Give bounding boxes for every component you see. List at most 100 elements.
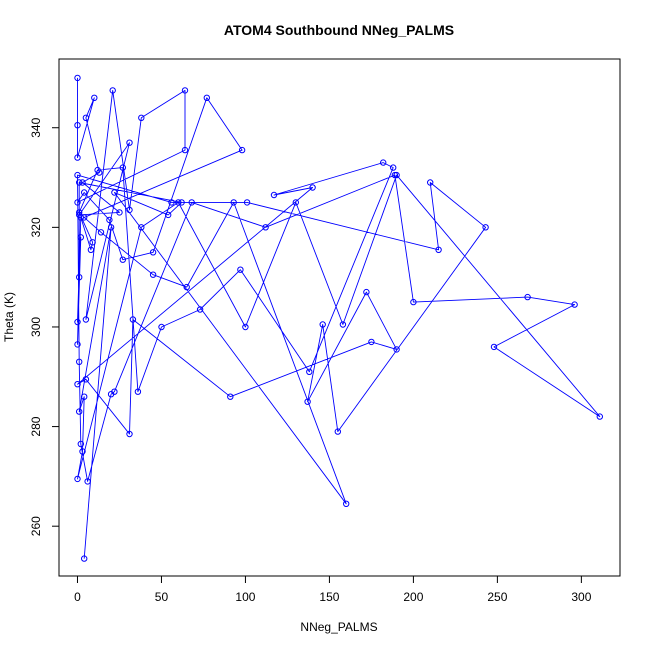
data-point (116, 209, 123, 216)
data-point (126, 139, 133, 146)
x-tick-label: 150 (319, 590, 339, 604)
data-point (319, 321, 326, 328)
data-point (138, 224, 145, 231)
data-point (74, 341, 81, 348)
x-axis: 0 50 100 150 200 250 300 (74, 575, 592, 604)
y-tick-label: 280 (29, 416, 43, 436)
data-point (175, 199, 182, 206)
data-point (237, 266, 244, 273)
data-point (106, 216, 113, 224)
data-point (74, 381, 81, 388)
data-point (380, 159, 387, 166)
data-point (165, 211, 172, 219)
data-point (126, 206, 133, 214)
data-point (196, 306, 204, 313)
data-point (82, 376, 90, 383)
data-point (81, 189, 88, 196)
data-point (188, 199, 195, 206)
data-point (435, 246, 442, 254)
chart-title: ATOM4 Southbound NNeg_PALMS (224, 22, 454, 38)
data-point (363, 288, 370, 296)
data-point (111, 388, 118, 395)
data-point (91, 94, 98, 102)
data-point (76, 179, 83, 186)
data-point (74, 154, 81, 161)
data-point (393, 346, 400, 353)
data-point (306, 368, 313, 375)
data-point (77, 234, 85, 241)
series-line (77, 77, 601, 559)
data-point (119, 256, 127, 263)
data-point (74, 122, 81, 129)
data-point (368, 338, 375, 346)
data-point (79, 179, 86, 186)
y-axis: 260 280 300 320 340 (29, 117, 60, 536)
x-tick-label: 100 (235, 590, 255, 604)
x-tick-label: 200 (403, 590, 423, 604)
data-point (343, 500, 350, 507)
data-point (309, 184, 316, 191)
data-point (242, 323, 249, 331)
data-point (227, 393, 234, 400)
data-point (262, 224, 269, 231)
data-point (74, 199, 81, 206)
x-axis-label: NNeg_PALMS (300, 620, 377, 634)
data-point (181, 146, 189, 154)
x-tick-label: 50 (155, 590, 169, 604)
data-point (74, 475, 81, 483)
data-point (77, 440, 85, 448)
data-point (393, 171, 400, 179)
data-point (304, 398, 311, 405)
data-point (76, 408, 83, 415)
data-point (107, 224, 115, 231)
data-point (79, 448, 86, 455)
data-point (82, 316, 90, 323)
data-point (203, 94, 211, 102)
data-point (81, 555, 88, 562)
data-point (119, 164, 127, 171)
data-point (292, 199, 299, 206)
data-point (149, 249, 157, 256)
data-point (490, 343, 498, 351)
x-tick-label: 0 (74, 590, 81, 604)
data-point (238, 146, 246, 154)
data-point (270, 191, 278, 199)
data-point (81, 393, 88, 400)
data-point (87, 246, 95, 254)
y-axis-label: Theta (K) (2, 292, 16, 342)
data-point (524, 293, 531, 301)
data-point (126, 430, 133, 438)
data-point (76, 358, 83, 365)
data-point (74, 171, 81, 179)
data-point (339, 321, 347, 328)
data-point (74, 74, 81, 82)
data-point (82, 114, 90, 122)
data-point (109, 87, 116, 94)
y-tick-label: 320 (29, 217, 43, 237)
data-point (230, 199, 237, 206)
data-point (76, 274, 83, 281)
data-point (81, 214, 88, 221)
data-point (158, 323, 165, 331)
data-point (111, 189, 118, 196)
series-layer (74, 74, 603, 562)
data-point (243, 199, 251, 206)
data-point (97, 229, 105, 236)
data-point (571, 301, 578, 308)
data-point (482, 224, 489, 231)
data-point (76, 209, 83, 216)
data-point (410, 298, 417, 306)
y-tick-label: 300 (29, 317, 43, 337)
data-point (178, 199, 185, 206)
x-tick-label: 300 (571, 590, 591, 604)
data-point (94, 166, 101, 174)
data-point (427, 179, 434, 186)
data-point (89, 239, 96, 246)
data-point (181, 87, 189, 94)
data-point (168, 199, 175, 206)
data-point (149, 271, 157, 278)
data-point (390, 164, 397, 171)
plot-area-border (58, 58, 621, 577)
data-point (74, 318, 81, 326)
